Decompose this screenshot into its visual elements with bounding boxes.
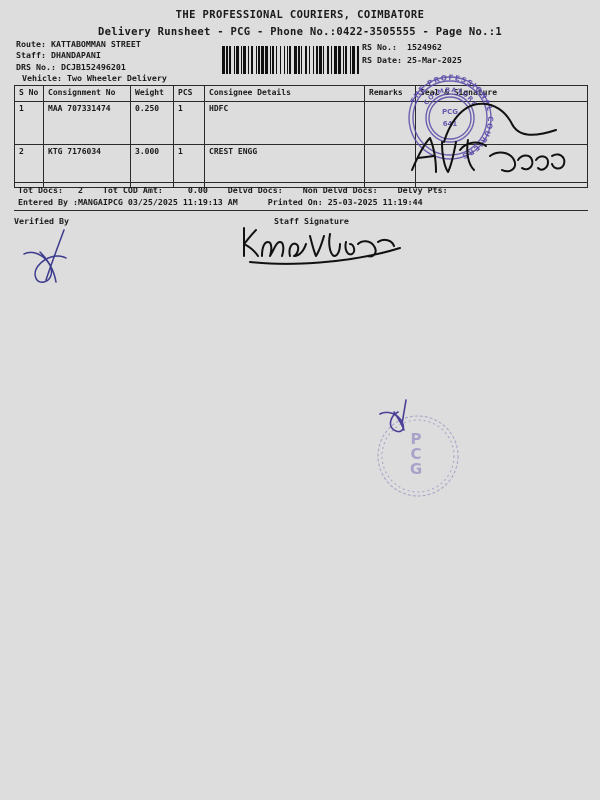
cell-pcs: 1 [173, 101, 205, 145]
col-header-weight: Weight [130, 85, 174, 102]
pcg-stamp-tick [379, 399, 407, 433]
svg-text:C: C [410, 445, 421, 463]
meta-route: Route: KATTABOMMAN STREET [16, 39, 141, 49]
meta-rs-no: RS No.: 1524962 [362, 42, 442, 52]
verified-by-signature [23, 229, 67, 283]
page-subtitle: Delivery Runsheet - PCG - Phone No.:0422… [98, 26, 502, 38]
cell-seal-signature [415, 101, 588, 145]
consignment-meta-right: RS No.: 1524962 RS Date: 25-Mar-2025 [362, 41, 462, 66]
page-title: THE PROFESSIONAL COURIERS, COIMBATORE [175, 9, 425, 21]
staff-signature-label: Staff Signature [274, 216, 349, 226]
meta-vehicle: Vehicle: Two Wheeler Delivery [22, 72, 167, 83]
cell-consignee-details: CREST ENGG [204, 144, 365, 188]
consignment-table: S No Consignment No Weight PCS Consignee… [14, 85, 588, 188]
meta-staff: Staff: DHANDAPANI [16, 50, 101, 61]
table-row: 1 MAA 707331474 0.250 1 HDFC [14, 101, 588, 145]
staff-signature-ink [243, 227, 401, 265]
meta-drs-no: DRS No.: DCJB152496201 [16, 61, 126, 72]
verified-by-label: Verified By [14, 216, 69, 226]
col-header-remarks: Remarks [364, 85, 416, 102]
meta-rs-date: RS Date: 25-Mar-2025 [362, 54, 462, 65]
cell-consignment-no: MAA 707331474 [43, 101, 131, 145]
svg-text:G: G [410, 460, 422, 478]
totals-entered-printed-line: Entered By :MANGAIPCG 03/25/2025 11:19:1… [18, 196, 423, 207]
col-header-s-no: S No [14, 85, 44, 102]
pcg-stamp: P C G [377, 415, 459, 497]
col-header-consignee-details: Consignee Details [204, 85, 365, 102]
cell-s-no: 1 [14, 101, 44, 145]
cell-remarks [364, 101, 416, 145]
table-header-row: S No Consignment No Weight PCS Consignee… [14, 85, 588, 102]
col-header-consignment-no: Consignment No [43, 85, 131, 102]
totals-section: Tot Docs: 2 Tot COD Amt: 0.00 Delvd Docs… [14, 182, 588, 211]
col-header-pcs: PCS [173, 85, 205, 102]
totals-summary-line: Tot Docs: 2 Tot COD Amt: 0.00 Delvd Docs… [18, 185, 448, 195]
cell-consignee-details: HDFC [204, 101, 365, 145]
cell-weight: 0.250 [130, 101, 174, 145]
runsheet-barcode [222, 46, 362, 74]
cell-s-no: 2 [14, 144, 44, 188]
col-header-seal-signature: Seal & Signature [415, 85, 588, 102]
consignment-meta-left: Route: KATTABOMMAN STREET Staff: DHANDAP… [16, 39, 167, 84]
svg-text:P: P [411, 430, 422, 448]
